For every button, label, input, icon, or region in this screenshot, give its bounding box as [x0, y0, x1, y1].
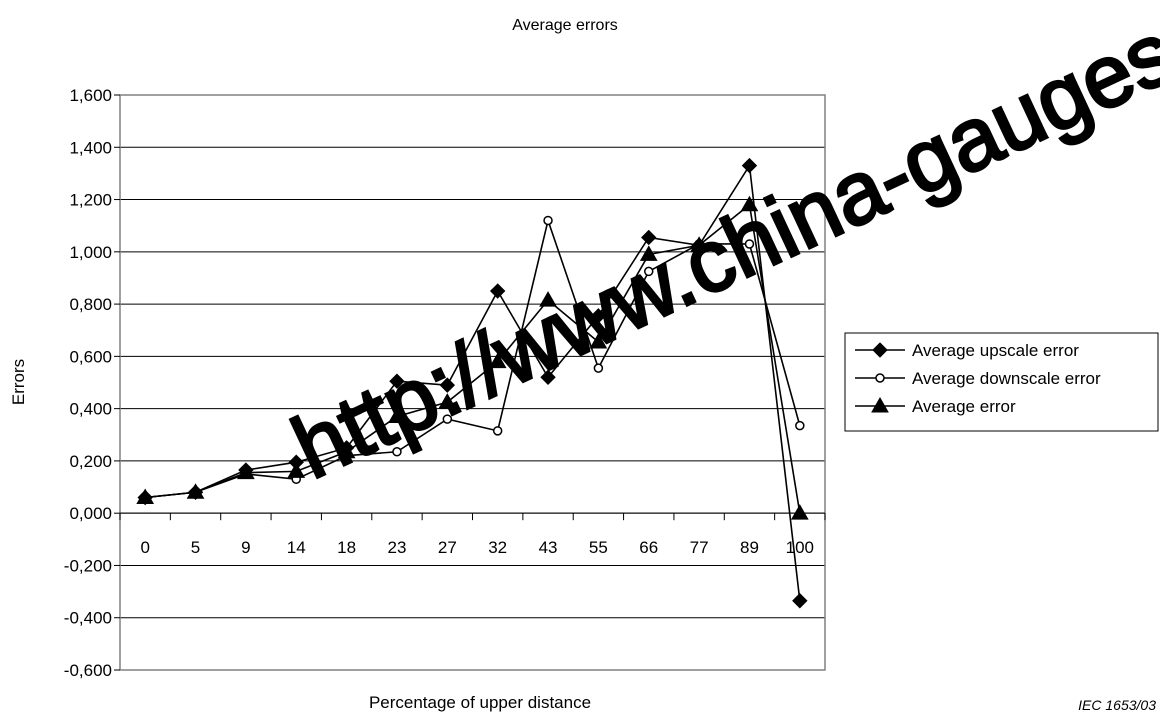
chart-title: Average errors	[512, 17, 618, 34]
circle-marker	[392, 447, 402, 457]
x-ticks: 0 5 9 14 18 23 27 32 43 55 66 77 89 100	[119, 513, 826, 557]
y-tick-label: 1,600	[69, 86, 112, 105]
y-tick-label: -0,200	[64, 556, 112, 575]
x-tick-label: 14	[287, 538, 306, 557]
plot-frame	[119, 94, 826, 671]
x-tick-label: 32	[488, 538, 507, 557]
triangle-marker	[488, 352, 507, 369]
y-tick-label: 0,000	[69, 504, 112, 523]
triangle-marker	[287, 462, 306, 478]
y-tick-label: 0,400	[69, 400, 112, 419]
x-tick-label: 43	[539, 538, 558, 557]
legend-label: Average upscale error	[912, 341, 1079, 360]
circle-marker	[875, 373, 885, 383]
x-tick-label: 9	[241, 538, 250, 557]
diamond-marker	[540, 369, 556, 385]
y-axis-label: Errors	[9, 359, 28, 405]
x-axis-label: Percentage of upper distance	[369, 693, 591, 712]
figure-credit: IEC 1653/03	[1078, 697, 1156, 713]
y-tick-label: -0,600	[64, 661, 112, 680]
x-tick-label: 18	[337, 538, 356, 557]
circle-marker	[593, 363, 604, 373]
x-tick-label: 5	[191, 538, 200, 557]
y-tick-label: 0,200	[69, 452, 112, 471]
x-tick-label: 23	[388, 538, 407, 557]
series-line	[145, 163, 801, 601]
triangle-marker	[388, 407, 406, 423]
y-tick-label: -0,400	[64, 609, 112, 628]
legend-label: Average downscale error	[912, 369, 1101, 388]
series-line	[145, 217, 801, 499]
y-tick-label: 0,800	[69, 295, 112, 314]
diamond-marker	[641, 229, 657, 246]
x-tick-label: 89	[740, 538, 759, 557]
triangle-marker	[136, 488, 155, 504]
x-tick-label: 77	[690, 538, 709, 557]
diamond-marker	[590, 308, 607, 324]
circle-marker	[543, 215, 553, 226]
triangle-marker	[438, 393, 457, 409]
x-tick-label: 55	[589, 538, 608, 557]
x-tick-label: 100	[786, 538, 814, 557]
triangle-marker	[237, 463, 255, 480]
triangle-marker	[639, 245, 658, 261]
diamond-marker	[872, 342, 888, 358]
triangle-marker	[539, 291, 557, 307]
legend-label: Average error	[912, 397, 1016, 416]
series-layer	[136, 157, 809, 609]
y-tick-label: 0,600	[69, 347, 112, 366]
triangle-marker	[740, 195, 759, 212]
circle-marker	[442, 414, 453, 424]
diamond-marker	[389, 373, 405, 389]
circle-marker	[744, 239, 755, 249]
triangle-marker	[790, 504, 809, 520]
series-3	[136, 195, 809, 520]
circle-marker	[644, 266, 654, 277]
triangle-marker	[337, 442, 356, 459]
diamond-marker	[439, 377, 456, 393]
legend: Average upscale error Average downscale e…	[844, 332, 1159, 432]
series-line	[145, 203, 801, 514]
y-tick-label: 1,000	[69, 243, 112, 262]
y-ticks: -0,600 -0,400 -0,200 0,000 0,200 0,400 0,600 0,…	[64, 86, 120, 680]
diamond-marker	[489, 283, 506, 299]
x-tick-label: 66	[639, 538, 658, 557]
diamond-marker	[741, 157, 758, 174]
triangle-marker	[690, 236, 708, 252]
circle-marker	[795, 420, 805, 431]
triangle-marker	[871, 396, 889, 413]
diamond-marker	[792, 593, 808, 609]
y-tick-label: 1,400	[69, 138, 112, 157]
y-tick-label: 1,200	[69, 191, 112, 210]
x-tick-label: 27	[438, 538, 457, 557]
circle-marker	[492, 426, 503, 436]
triangle-marker	[186, 483, 205, 499]
x-tick-label: 0	[140, 538, 149, 557]
triangle-marker	[589, 332, 608, 349]
